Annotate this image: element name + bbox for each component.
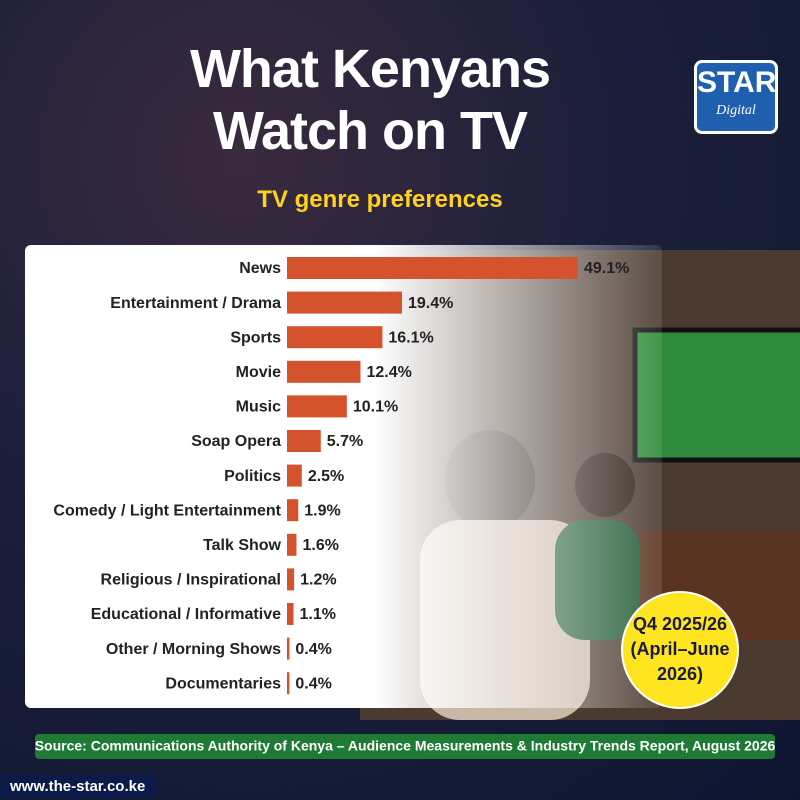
value-label: 1.1% [300, 606, 336, 623]
logo-name: STAR [697, 66, 777, 99]
value-label: 49.1% [584, 260, 629, 277]
title: What Kenyans Watch on TV [189, 39, 551, 161]
category-label: Music [236, 399, 281, 416]
bar [287, 257, 578, 279]
value-label: 1.2% [300, 572, 336, 589]
value-label: 2.5% [308, 468, 344, 485]
bar [287, 533, 297, 556]
category-label: Soap Opera [191, 433, 281, 450]
value-label: 1.9% [304, 502, 340, 519]
category-label: Politics [224, 468, 281, 485]
value-label: 5.7% [327, 433, 363, 450]
bar [287, 430, 321, 452]
category-label: Entertainment / Drama [110, 295, 281, 312]
value-label: 12.4% [366, 364, 411, 381]
value-label: 16.1% [388, 329, 433, 346]
footer: www.the-star.co.ke [0, 775, 156, 798]
chart-panel [25, 245, 662, 708]
bar [287, 672, 290, 695]
value-label: 10.1% [353, 399, 398, 416]
category-label: Sports [230, 329, 281, 346]
bar [287, 499, 299, 522]
value-label: 19.4% [408, 295, 453, 312]
bar [287, 603, 294, 625]
bar [287, 395, 347, 418]
bar [287, 326, 383, 349]
bar [287, 360, 361, 383]
bar [287, 637, 290, 660]
category-label: Talk Show [203, 537, 281, 554]
value-label: 1.6% [302, 537, 338, 554]
category-label: Educational / Informative [91, 606, 281, 623]
bar [287, 568, 295, 591]
category-label: Other / Morning Shows [106, 641, 281, 658]
source-bar [35, 734, 775, 759]
category-label: Religious / Inspirational [101, 572, 281, 589]
category-label: Movie [236, 364, 281, 381]
tv-screen [632, 327, 800, 463]
category-label: News [239, 260, 281, 277]
bar [287, 291, 402, 314]
source: Source: Communications Authority of Keny… [35, 738, 776, 754]
bar [287, 464, 302, 487]
category-label: Documentaries [165, 675, 281, 692]
logo: STAR Digital [694, 60, 778, 134]
badge-text: 2026) [657, 664, 703, 684]
badge-text: Q4 2025/26 [633, 614, 727, 634]
value-label: 0.4% [295, 641, 331, 658]
badge-text: (April–June [630, 639, 729, 659]
badge [621, 591, 739, 709]
subtitle: TV genre preferences [257, 186, 503, 213]
category-label: Comedy / Light Entertainment [53, 502, 281, 519]
logo-sub: Digital [716, 103, 756, 118]
value-label: 0.4% [295, 675, 331, 692]
